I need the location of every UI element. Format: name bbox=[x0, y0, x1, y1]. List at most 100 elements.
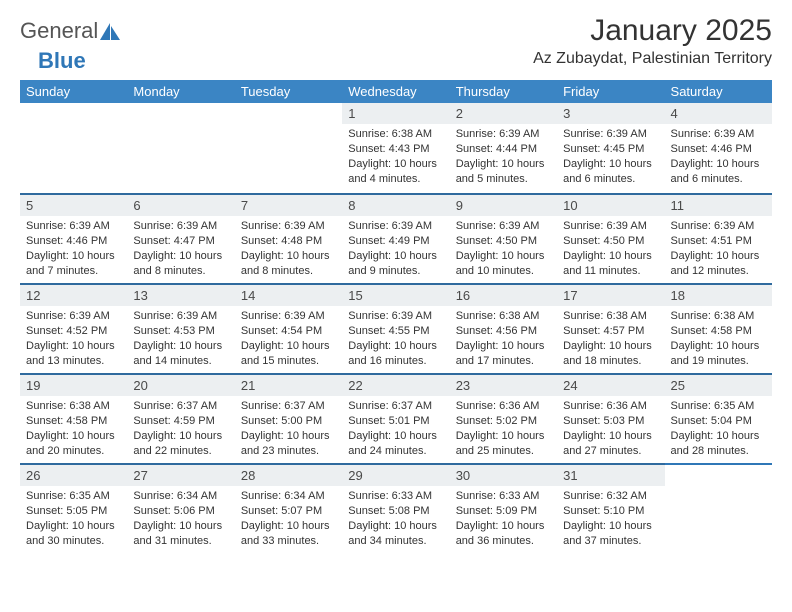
calendar-cell: 2Sunrise: 6:39 AMSunset: 4:44 PMDaylight… bbox=[450, 103, 557, 193]
daylight-line: Daylight: 10 hours and 20 minutes. bbox=[26, 430, 115, 457]
day-info: Sunrise: 6:39 AMSunset: 4:47 PMDaylight:… bbox=[127, 216, 234, 282]
day-number: 7 bbox=[235, 193, 342, 216]
daylight-line: Daylight: 10 hours and 37 minutes. bbox=[563, 520, 652, 547]
sunrise-line: Sunrise: 6:38 AM bbox=[348, 128, 432, 140]
sunset-line: Sunset: 4:52 PM bbox=[26, 325, 107, 337]
calendar-table: Sunday Monday Tuesday Wednesday Thursday… bbox=[20, 80, 772, 553]
day-number: 23 bbox=[450, 373, 557, 396]
day-info: Sunrise: 6:39 AMSunset: 4:45 PMDaylight:… bbox=[557, 124, 664, 190]
day-info: Sunrise: 6:38 AMSunset: 4:58 PMDaylight:… bbox=[20, 396, 127, 462]
sunset-line: Sunset: 4:46 PM bbox=[671, 143, 752, 155]
calendar-cell: 14Sunrise: 6:39 AMSunset: 4:54 PMDayligh… bbox=[235, 283, 342, 373]
day-number-empty bbox=[127, 103, 234, 124]
sunset-line: Sunset: 5:04 PM bbox=[671, 415, 752, 427]
sunset-line: Sunset: 4:56 PM bbox=[456, 325, 537, 337]
calendar-row: 19Sunrise: 6:38 AMSunset: 4:58 PMDayligh… bbox=[20, 373, 772, 463]
day-number: 29 bbox=[342, 463, 449, 486]
page-title: January 2025 bbox=[533, 14, 772, 48]
day-info: Sunrise: 6:38 AMSunset: 4:58 PMDaylight:… bbox=[665, 306, 772, 372]
sunset-line: Sunset: 4:51 PM bbox=[671, 235, 752, 247]
sunset-line: Sunset: 4:50 PM bbox=[456, 235, 537, 247]
day-number: 20 bbox=[127, 373, 234, 396]
daylight-line: Daylight: 10 hours and 28 minutes. bbox=[671, 430, 760, 457]
logo-sail-icon bbox=[100, 23, 122, 41]
sunrise-line: Sunrise: 6:38 AM bbox=[26, 400, 110, 412]
weekday-header: Wednesday bbox=[342, 80, 449, 103]
daylight-line: Daylight: 10 hours and 10 minutes. bbox=[456, 250, 545, 277]
day-number: 12 bbox=[20, 283, 127, 306]
daylight-line: Daylight: 10 hours and 17 minutes. bbox=[456, 340, 545, 367]
day-info: Sunrise: 6:35 AMSunset: 5:04 PMDaylight:… bbox=[665, 396, 772, 462]
day-info: Sunrise: 6:38 AMSunset: 4:57 PMDaylight:… bbox=[557, 306, 664, 372]
sunrise-line: Sunrise: 6:38 AM bbox=[456, 310, 540, 322]
sunset-line: Sunset: 5:05 PM bbox=[26, 505, 107, 517]
daylight-line: Daylight: 10 hours and 14 minutes. bbox=[133, 340, 222, 367]
calendar-cell: 27Sunrise: 6:34 AMSunset: 5:06 PMDayligh… bbox=[127, 463, 234, 553]
calendar-cell: 23Sunrise: 6:36 AMSunset: 5:02 PMDayligh… bbox=[450, 373, 557, 463]
day-info: Sunrise: 6:39 AMSunset: 4:51 PMDaylight:… bbox=[665, 216, 772, 282]
day-info: Sunrise: 6:36 AMSunset: 5:03 PMDaylight:… bbox=[557, 396, 664, 462]
calendar-cell: 22Sunrise: 6:37 AMSunset: 5:01 PMDayligh… bbox=[342, 373, 449, 463]
day-info: Sunrise: 6:34 AMSunset: 5:06 PMDaylight:… bbox=[127, 486, 234, 552]
daylight-line: Daylight: 10 hours and 36 minutes. bbox=[456, 520, 545, 547]
calendar-cell: 28Sunrise: 6:34 AMSunset: 5:07 PMDayligh… bbox=[235, 463, 342, 553]
sunrise-line: Sunrise: 6:39 AM bbox=[671, 128, 755, 140]
day-number: 22 bbox=[342, 373, 449, 396]
day-info: Sunrise: 6:39 AMSunset: 4:49 PMDaylight:… bbox=[342, 216, 449, 282]
day-number: 3 bbox=[557, 103, 664, 124]
sunset-line: Sunset: 4:50 PM bbox=[563, 235, 644, 247]
weekday-header-row: Sunday Monday Tuesday Wednesday Thursday… bbox=[20, 80, 772, 103]
daylight-line: Daylight: 10 hours and 18 minutes. bbox=[563, 340, 652, 367]
daylight-line: Daylight: 10 hours and 25 minutes. bbox=[456, 430, 545, 457]
daylight-line: Daylight: 10 hours and 23 minutes. bbox=[241, 430, 330, 457]
calendar-row: 12 Sunrise: 6:39 AM Sunset: 4:52 PM Dayligh… bbox=[20, 283, 772, 373]
weekday-header: Monday bbox=[127, 80, 234, 103]
day-info: Sunrise: 6:39 AMSunset: 4:46 PMDaylight:… bbox=[665, 124, 772, 190]
day-number-empty bbox=[235, 103, 342, 124]
sunrise-line: Sunrise: 6:37 AM bbox=[348, 400, 432, 412]
day-info: Sunrise: 6:38 AM Sunset: 4:56 PM Daylight:… bbox=[450, 306, 557, 372]
sunrise-line: Sunrise: 6:33 AM bbox=[348, 490, 432, 502]
weekday-header: Sunday bbox=[20, 80, 127, 103]
daylight-line: Daylight: 10 hours and 31 minutes. bbox=[133, 520, 222, 547]
sunset-line: Sunset: 4:58 PM bbox=[671, 325, 752, 337]
calendar-cell: 4Sunrise: 6:39 AMSunset: 4:46 PMDaylight… bbox=[665, 103, 772, 193]
day-number: 30 bbox=[450, 463, 557, 486]
sunset-line: Sunset: 5:09 PM bbox=[456, 505, 537, 517]
sunrise-line: Sunrise: 6:32 AM bbox=[563, 490, 647, 502]
sunrise-line: Sunrise: 6:36 AM bbox=[563, 400, 647, 412]
daylight-line: Daylight: 10 hours and 33 minutes. bbox=[241, 520, 330, 547]
calendar-body: 1Sunrise: 6:38 AMSunset: 4:43 PMDaylight… bbox=[20, 103, 772, 553]
day-number: 25 bbox=[665, 373, 772, 396]
day-number: 24 bbox=[557, 373, 664, 396]
calendar-cell: 31Sunrise: 6:32 AMSunset: 5:10 PMDayligh… bbox=[557, 463, 664, 553]
calendar-cell: 11Sunrise: 6:39 AMSunset: 4:51 PMDayligh… bbox=[665, 193, 772, 283]
weekday-header: Friday bbox=[557, 80, 664, 103]
sunrise-line: Sunrise: 6:34 AM bbox=[241, 490, 325, 502]
sunrise-line: Sunrise: 6:39 AM bbox=[241, 310, 325, 322]
weekday-header: Thursday bbox=[450, 80, 557, 103]
sunrise-line: Sunrise: 6:39 AM bbox=[456, 128, 540, 140]
day-number: 6 bbox=[127, 193, 234, 216]
day-number: 18 bbox=[665, 283, 772, 306]
day-info: Sunrise: 6:37 AMSunset: 5:00 PMDaylight:… bbox=[235, 396, 342, 462]
day-number: 19 bbox=[20, 373, 127, 396]
calendar-cell: 1Sunrise: 6:38 AMSunset: 4:43 PMDaylight… bbox=[342, 103, 449, 193]
day-number: 16 bbox=[450, 283, 557, 306]
sunrise-line: Sunrise: 6:36 AM bbox=[456, 400, 540, 412]
sunset-line: Sunset: 4:43 PM bbox=[348, 143, 429, 155]
day-info: Sunrise: 6:39 AMSunset: 4:46 PMDaylight:… bbox=[20, 216, 127, 282]
calendar-cell: 7Sunrise: 6:39 AMSunset: 4:48 PMDaylight… bbox=[235, 193, 342, 283]
calendar-cell: 12Sunrise: 6:39 AMSunset: 4:52 PMDayligh… bbox=[20, 283, 127, 373]
day-info: Sunrise: 6:33 AMSunset: 5:09 PMDaylight:… bbox=[450, 486, 557, 552]
daylight-line: Daylight: 10 hours and 27 minutes. bbox=[563, 430, 652, 457]
sunrise-line: Sunrise: 6:39 AM bbox=[348, 310, 432, 322]
calendar-cell bbox=[235, 103, 342, 193]
daylight-line: Daylight: 10 hours and 5 minutes. bbox=[456, 158, 545, 185]
sunset-line: Sunset: 5:06 PM bbox=[133, 505, 214, 517]
day-info: Sunrise: 6:37 AMSunset: 5:01 PMDaylight:… bbox=[342, 396, 449, 462]
day-info: Sunrise: 6:36 AMSunset: 5:02 PMDaylight:… bbox=[450, 396, 557, 462]
day-number-empty bbox=[20, 103, 127, 124]
sunset-line: Sunset: 4:47 PM bbox=[133, 235, 214, 247]
day-number: 11 bbox=[665, 193, 772, 216]
